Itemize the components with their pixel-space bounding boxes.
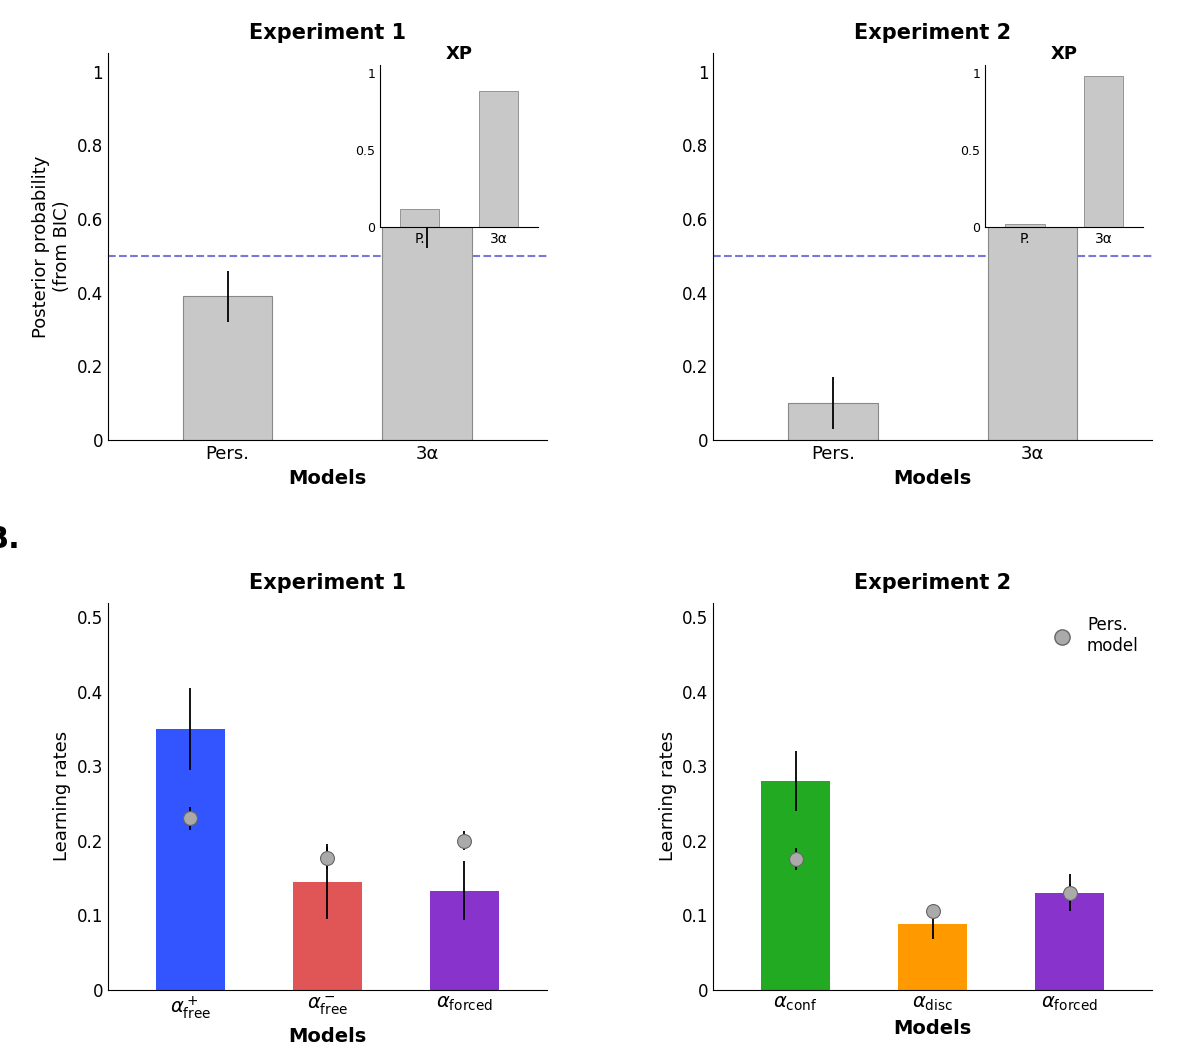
Bar	[788, 403, 878, 440]
Bar	[182, 297, 272, 440]
Title: Experiment 2: Experiment 2	[854, 23, 1012, 44]
Bar	[430, 891, 499, 990]
Y-axis label: Learning rates: Learning rates	[53, 731, 71, 861]
Text: B.: B.	[0, 526, 20, 554]
Bar	[761, 781, 830, 990]
Title: Experiment 1: Experiment 1	[248, 23, 406, 44]
Bar	[156, 729, 224, 990]
X-axis label: Models: Models	[288, 1027, 366, 1046]
Bar	[988, 116, 1078, 440]
Title: Experiment 2: Experiment 2	[854, 572, 1012, 593]
Bar	[1036, 893, 1104, 990]
Bar	[899, 924, 967, 990]
Title: Experiment 1: Experiment 1	[248, 572, 406, 593]
Y-axis label: Posterior probability
(from BIC): Posterior probability (from BIC)	[32, 155, 71, 338]
Bar	[382, 219, 472, 440]
Legend: Pers.
model: Pers. model	[1040, 611, 1144, 660]
Bar	[293, 882, 361, 990]
X-axis label: Models: Models	[288, 468, 366, 487]
Text: A.: A.	[0, 0, 22, 5]
X-axis label: Models: Models	[894, 1019, 972, 1038]
Y-axis label: Learning rates: Learning rates	[659, 731, 677, 861]
X-axis label: Models: Models	[894, 468, 972, 487]
